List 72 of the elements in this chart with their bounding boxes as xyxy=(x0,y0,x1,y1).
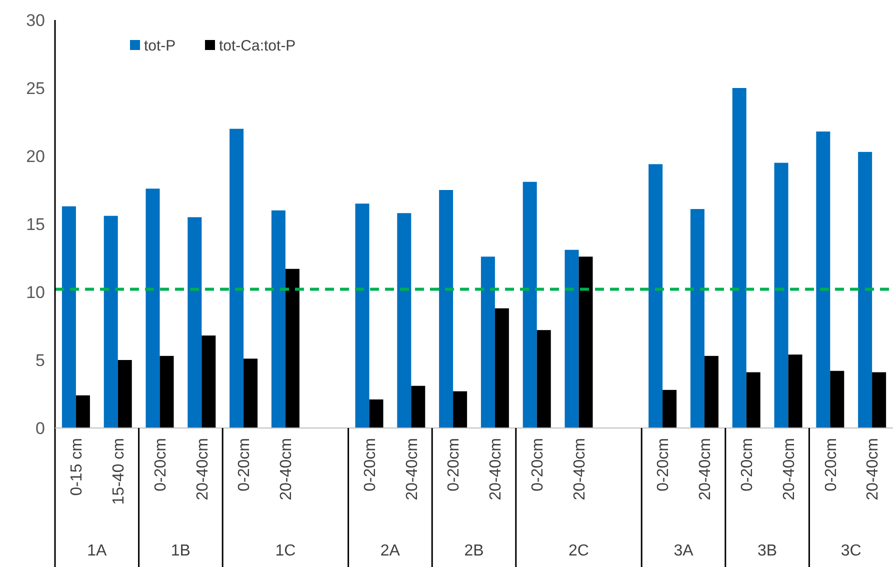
x-tick-label: 20-40cm xyxy=(488,438,505,500)
bar xyxy=(816,132,830,428)
x-tick-label: 0-20cm xyxy=(152,438,170,492)
legend-label: tot-P xyxy=(144,37,176,54)
bar xyxy=(746,372,760,428)
bar xyxy=(439,190,454,428)
bar xyxy=(230,128,244,428)
y-tick-label: 20 xyxy=(26,146,45,166)
text: 1C xyxy=(275,542,296,560)
text: 1B xyxy=(170,542,190,560)
bar xyxy=(732,88,746,428)
text: 2C xyxy=(568,542,589,560)
x-tick-label: 20-40cm xyxy=(780,438,798,500)
bar xyxy=(188,217,202,428)
bar xyxy=(244,358,258,428)
bar xyxy=(578,256,593,428)
bar xyxy=(648,164,663,428)
bar xyxy=(872,372,886,428)
x-tick-label: 0-20cm xyxy=(362,438,379,492)
x-tick-label: 20-40cm xyxy=(278,438,296,500)
bar xyxy=(369,399,384,428)
bar xyxy=(160,356,174,428)
bar xyxy=(480,256,495,428)
x-tick-label: 20-40cm xyxy=(194,438,212,500)
bar xyxy=(146,188,160,428)
y-tick-label: 30 xyxy=(26,10,45,30)
y-tick-label: 10 xyxy=(26,282,45,302)
bar xyxy=(690,209,704,428)
bar xyxy=(774,162,788,428)
x-tick-label: 0-20cm xyxy=(822,438,840,492)
x-tick-label: 20-40cm xyxy=(571,438,588,500)
bar xyxy=(788,354,802,428)
x-tick-label: 0-20cm xyxy=(529,438,546,492)
y-tick-label: 5 xyxy=(36,350,45,370)
x-tick-label: 0-20cm xyxy=(655,438,672,492)
bar xyxy=(536,330,551,428)
text: 3B xyxy=(758,542,778,560)
text: 3C xyxy=(840,542,862,560)
legend-label: tot-Ca:tot-P xyxy=(219,37,296,54)
x-tick-label: 0-20cm xyxy=(738,438,756,492)
bar xyxy=(271,210,286,428)
x-tick-label: 20-40cm xyxy=(864,438,882,500)
text: 2B xyxy=(464,542,484,560)
bar xyxy=(355,204,370,428)
x-tick-label: 0-20cm xyxy=(446,438,463,492)
bar xyxy=(202,336,216,428)
bar xyxy=(76,395,90,428)
bar xyxy=(118,360,132,428)
x-tick-label: 20-40cm xyxy=(697,438,714,500)
bar xyxy=(285,268,300,428)
bar xyxy=(453,391,468,428)
x-tick-label: 15-40 cm xyxy=(110,438,128,505)
y-tick-label: 25 xyxy=(26,78,45,98)
bar xyxy=(62,206,76,428)
bar xyxy=(522,182,537,428)
y-tick-label: 15 xyxy=(26,214,45,234)
bar xyxy=(858,152,872,428)
text: 2A xyxy=(380,542,400,560)
x-tick-label: 0-15 cm xyxy=(68,438,86,496)
text: 1A xyxy=(87,542,108,560)
bar xyxy=(494,308,509,428)
text: 3A xyxy=(674,542,694,560)
bar xyxy=(704,356,718,428)
bar xyxy=(662,390,677,428)
x-tick-label: 0-20cm xyxy=(236,438,254,492)
x-tick-label: 20-40cm xyxy=(404,438,421,500)
bar xyxy=(411,386,426,428)
bar xyxy=(564,250,579,428)
bar xyxy=(830,370,844,428)
y-tick-label: 0 xyxy=(36,418,45,438)
bar xyxy=(104,216,118,428)
bar xyxy=(397,213,412,428)
